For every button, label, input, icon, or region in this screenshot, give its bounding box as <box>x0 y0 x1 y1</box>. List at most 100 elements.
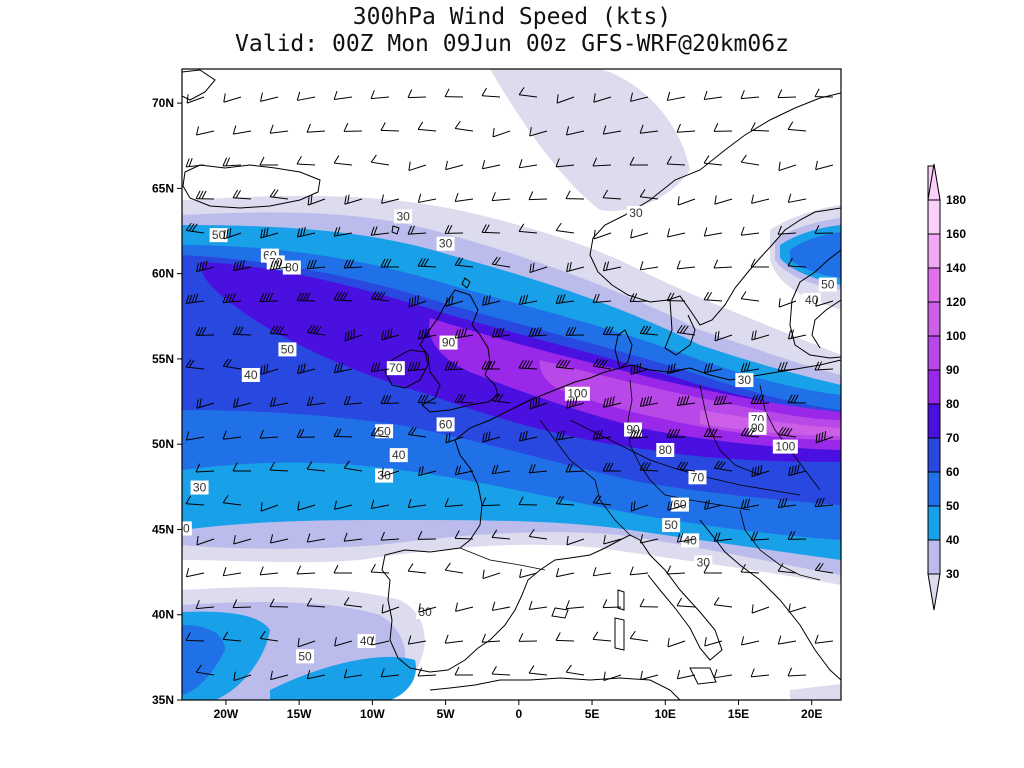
wind-barb <box>306 259 326 270</box>
wind-barb <box>666 428 686 438</box>
wind-barb <box>714 330 733 342</box>
wind-barb <box>407 225 427 235</box>
wind-barb <box>777 89 797 99</box>
wind-barb <box>751 464 770 478</box>
wind-barb <box>788 464 807 477</box>
wind-barb <box>778 298 797 308</box>
wind-barb <box>713 123 733 132</box>
wind-barb <box>703 564 722 574</box>
wind-barb <box>555 294 575 305</box>
wind-barb <box>740 154 760 166</box>
colorbar-legend: 30 40 50 60 70 80 90 100 120 140 160 180 <box>927 163 966 611</box>
wind-barb <box>222 567 242 577</box>
wind-barb <box>602 326 622 336</box>
contour-label: 80 <box>656 443 675 458</box>
wind-barb <box>815 430 834 444</box>
wind-barb <box>232 462 251 472</box>
coastline-borders <box>182 69 841 700</box>
wind-barb <box>344 194 363 205</box>
wind-barb <box>334 500 353 510</box>
wind-barb <box>713 597 733 608</box>
wind-barb <box>260 92 279 102</box>
svg-text:50: 50 <box>298 649 312 663</box>
wind-barb <box>566 396 585 409</box>
wind-barb <box>713 460 733 472</box>
wind-barb <box>740 362 760 373</box>
wind-barb <box>528 327 548 337</box>
wind-barb <box>750 668 770 678</box>
wind-barb <box>196 398 215 409</box>
wind-barb <box>592 429 612 440</box>
wind-barb <box>297 637 316 648</box>
wind-barb <box>296 565 316 575</box>
wind-barb <box>445 432 464 444</box>
wind-barb <box>482 295 501 306</box>
wind-barb <box>370 90 390 100</box>
colorbar-label: 90 <box>946 363 960 377</box>
svg-text:80: 80 <box>659 443 673 457</box>
wind-barb <box>491 529 511 540</box>
wind-barb <box>259 429 279 439</box>
wind-barb <box>630 229 649 239</box>
wind-barb <box>528 600 548 611</box>
wind-barb <box>297 501 316 511</box>
wind-barb <box>555 158 575 168</box>
map-title: 300hPa Wind Speed (kts) <box>352 4 672 30</box>
wind-barb <box>676 324 696 336</box>
lon-label: 20E <box>801 707 822 721</box>
wind-barb <box>703 291 723 302</box>
map-subtitle: Valid: 00Z Mon 09Jun 00z GFS-WRF@20km06z <box>235 31 789 57</box>
wind-barb <box>639 124 659 134</box>
lon-label: 15W <box>287 707 312 721</box>
wind-barb <box>529 127 548 137</box>
wind-barb <box>788 603 807 613</box>
lon-label: 20W <box>214 707 239 721</box>
wind-barb <box>603 535 622 545</box>
wind-barb <box>333 564 352 574</box>
wind-barb <box>370 636 390 646</box>
wind-barb <box>481 360 500 370</box>
wind-barb <box>370 154 390 166</box>
wind-barb <box>306 324 326 336</box>
wind-barb <box>787 193 807 203</box>
wind-barb <box>639 598 659 608</box>
wind-barb <box>370 362 390 373</box>
colorbar-swatch <box>927 505 941 541</box>
wind-barb <box>555 222 575 234</box>
wind-barb <box>380 668 400 678</box>
wind-barb <box>491 192 511 202</box>
contour-label: 90 <box>748 420 767 435</box>
wind-barb <box>333 155 353 166</box>
lon-label: 5W <box>437 707 456 721</box>
lon-label: 10W <box>360 707 385 721</box>
wind-barb <box>666 292 686 302</box>
wind-barb <box>750 394 770 405</box>
wind-barb <box>343 669 363 679</box>
svg-text:90: 90 <box>442 336 456 350</box>
wind-barb <box>259 292 279 303</box>
wind-barb <box>370 427 390 438</box>
wind-barb <box>676 597 696 608</box>
colorbar-label: 60 <box>946 465 960 479</box>
wind-barb <box>750 122 770 132</box>
wind-barb <box>787 258 807 268</box>
wind-barb <box>565 600 585 610</box>
wind-barb <box>344 328 363 342</box>
wind-barb <box>751 330 770 341</box>
lat-label: 55N <box>152 352 174 366</box>
wind-barb <box>603 396 622 408</box>
wind-barb <box>223 227 242 240</box>
svg-text:40: 40 <box>360 634 374 648</box>
colorbar-label: 80 <box>946 397 960 411</box>
wind-barb <box>444 634 464 644</box>
wind-barb <box>270 670 289 681</box>
colorbar-label: 50 <box>946 499 960 513</box>
wind-barb <box>491 256 511 268</box>
contour-label: 50 <box>662 518 681 533</box>
wind-barb <box>269 397 289 407</box>
wind-barb <box>233 535 252 545</box>
wind-barb <box>630 362 649 376</box>
wind-barb <box>333 362 353 374</box>
wind-barb <box>639 395 659 407</box>
wind-barb <box>703 90 723 101</box>
